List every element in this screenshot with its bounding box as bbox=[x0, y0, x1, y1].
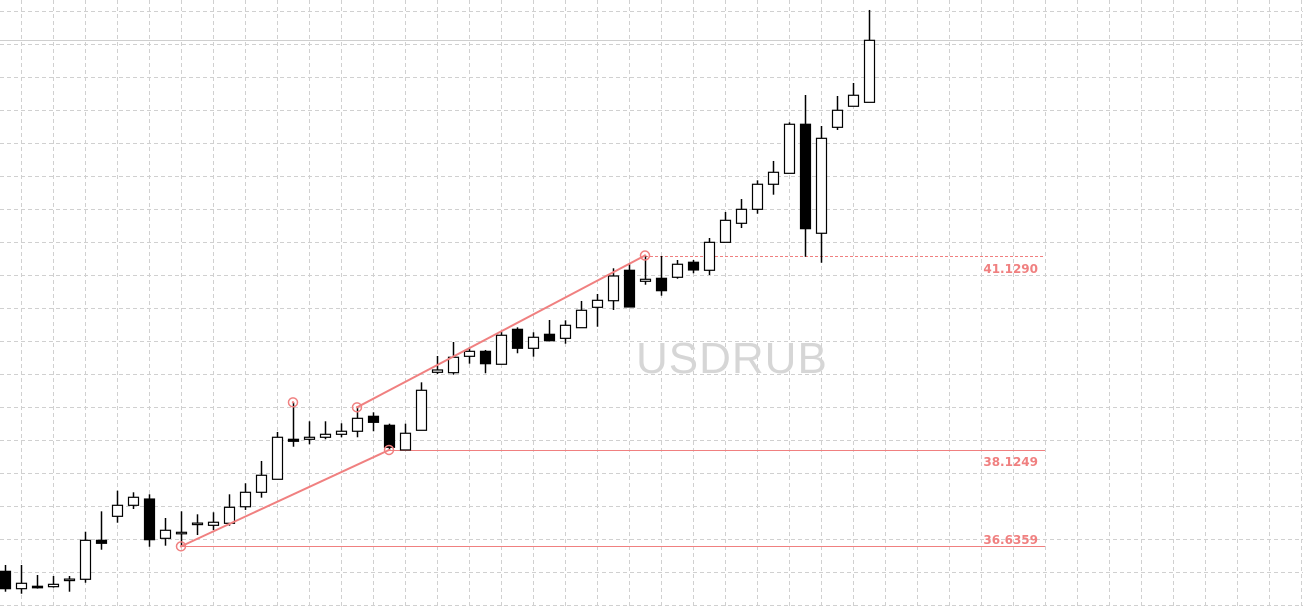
candle-body-bullish bbox=[735, 208, 748, 224]
candle-body-bearish bbox=[623, 269, 636, 308]
candle-body-bullish bbox=[575, 309, 588, 329]
candle-body-bearish bbox=[799, 123, 812, 230]
candle-body-bullish bbox=[463, 350, 476, 357]
candle-body-bullish bbox=[751, 183, 764, 210]
symbol-watermark: USDRUB bbox=[636, 334, 828, 383]
candle-body-bearish bbox=[687, 261, 700, 271]
candle-body-bullish bbox=[239, 491, 252, 508]
candle-body-bullish bbox=[415, 389, 428, 431]
candle-body-bearish bbox=[143, 498, 156, 541]
candle-body-bearish bbox=[287, 438, 300, 442]
candle-body-bullish bbox=[607, 275, 620, 302]
candle-body-bearish bbox=[383, 424, 396, 448]
price-level-label: 41.1290 bbox=[983, 261, 1038, 276]
anchor-marker-dot bbox=[355, 406, 359, 409]
candle-body-bullish bbox=[207, 521, 220, 526]
anchor-marker bbox=[383, 444, 395, 456]
candle-body-bullish bbox=[767, 171, 780, 185]
trendline bbox=[180, 449, 390, 548]
candle-body-bullish bbox=[15, 582, 28, 590]
anchor-marker bbox=[287, 397, 299, 408]
candle-body-bullish bbox=[399, 432, 412, 451]
candle-body-bullish bbox=[431, 369, 444, 373]
candle-body-bearish bbox=[31, 585, 44, 589]
anchor-marker bbox=[351, 402, 363, 413]
candle-body-bearish bbox=[95, 539, 108, 544]
candle-body-bullish bbox=[719, 219, 732, 243]
anchor-marker-dot bbox=[643, 254, 647, 257]
price-level-label: 38.1249 bbox=[983, 454, 1038, 469]
candle-body-bullish bbox=[351, 417, 364, 432]
candle-body-bullish bbox=[703, 241, 716, 271]
candle-body-bullish bbox=[559, 324, 572, 339]
anchor-marker bbox=[639, 250, 651, 261]
candle-body-bullish bbox=[47, 583, 60, 588]
candle-body-bullish bbox=[335, 430, 348, 435]
candle-body-bullish bbox=[127, 496, 140, 506]
candle-body-bullish bbox=[495, 334, 508, 365]
candle-body-bullish bbox=[527, 336, 540, 349]
candle-body-bullish bbox=[831, 109, 844, 128]
candle-body-bullish bbox=[303, 436, 316, 440]
anchor-marker-dot bbox=[291, 401, 295, 404]
candle-body-bullish bbox=[319, 433, 332, 438]
candle-body-bearish bbox=[511, 328, 524, 349]
candle-body-bullish bbox=[63, 578, 76, 582]
candle-body-bullish bbox=[191, 522, 204, 526]
candle-body-bullish bbox=[671, 263, 684, 278]
candle-body-bullish bbox=[111, 504, 124, 517]
candle-body-bullish bbox=[847, 94, 860, 107]
candle-body-bearish bbox=[655, 277, 668, 292]
anchor-marker-dot bbox=[179, 545, 183, 548]
price-level-label: 36.6359 bbox=[983, 532, 1038, 547]
candle-body-bullish bbox=[639, 278, 652, 282]
candle-body-bullish bbox=[255, 474, 268, 493]
anchor-marker bbox=[175, 541, 187, 552]
candle-body-bullish bbox=[815, 137, 828, 234]
candle-body-bullish bbox=[271, 436, 284, 480]
candle-body-bearish bbox=[543, 333, 556, 342]
candle-body-bullish bbox=[159, 529, 172, 539]
candle-body-bearish bbox=[0, 570, 12, 590]
candle-body-bullish bbox=[223, 506, 236, 524]
candle-body-bearish bbox=[479, 350, 492, 365]
anchor-marker-dot bbox=[387, 448, 391, 452]
candle-body-bullish bbox=[591, 299, 604, 308]
trendline bbox=[356, 254, 646, 409]
candle-body-bullish bbox=[175, 531, 188, 535]
candle-body-bearish bbox=[367, 415, 380, 423]
candle-body-bullish bbox=[863, 39, 876, 103]
candle-body-bullish bbox=[447, 356, 460, 374]
candle-body-bullish bbox=[783, 123, 796, 174]
candle-body-bullish bbox=[79, 539, 92, 580]
